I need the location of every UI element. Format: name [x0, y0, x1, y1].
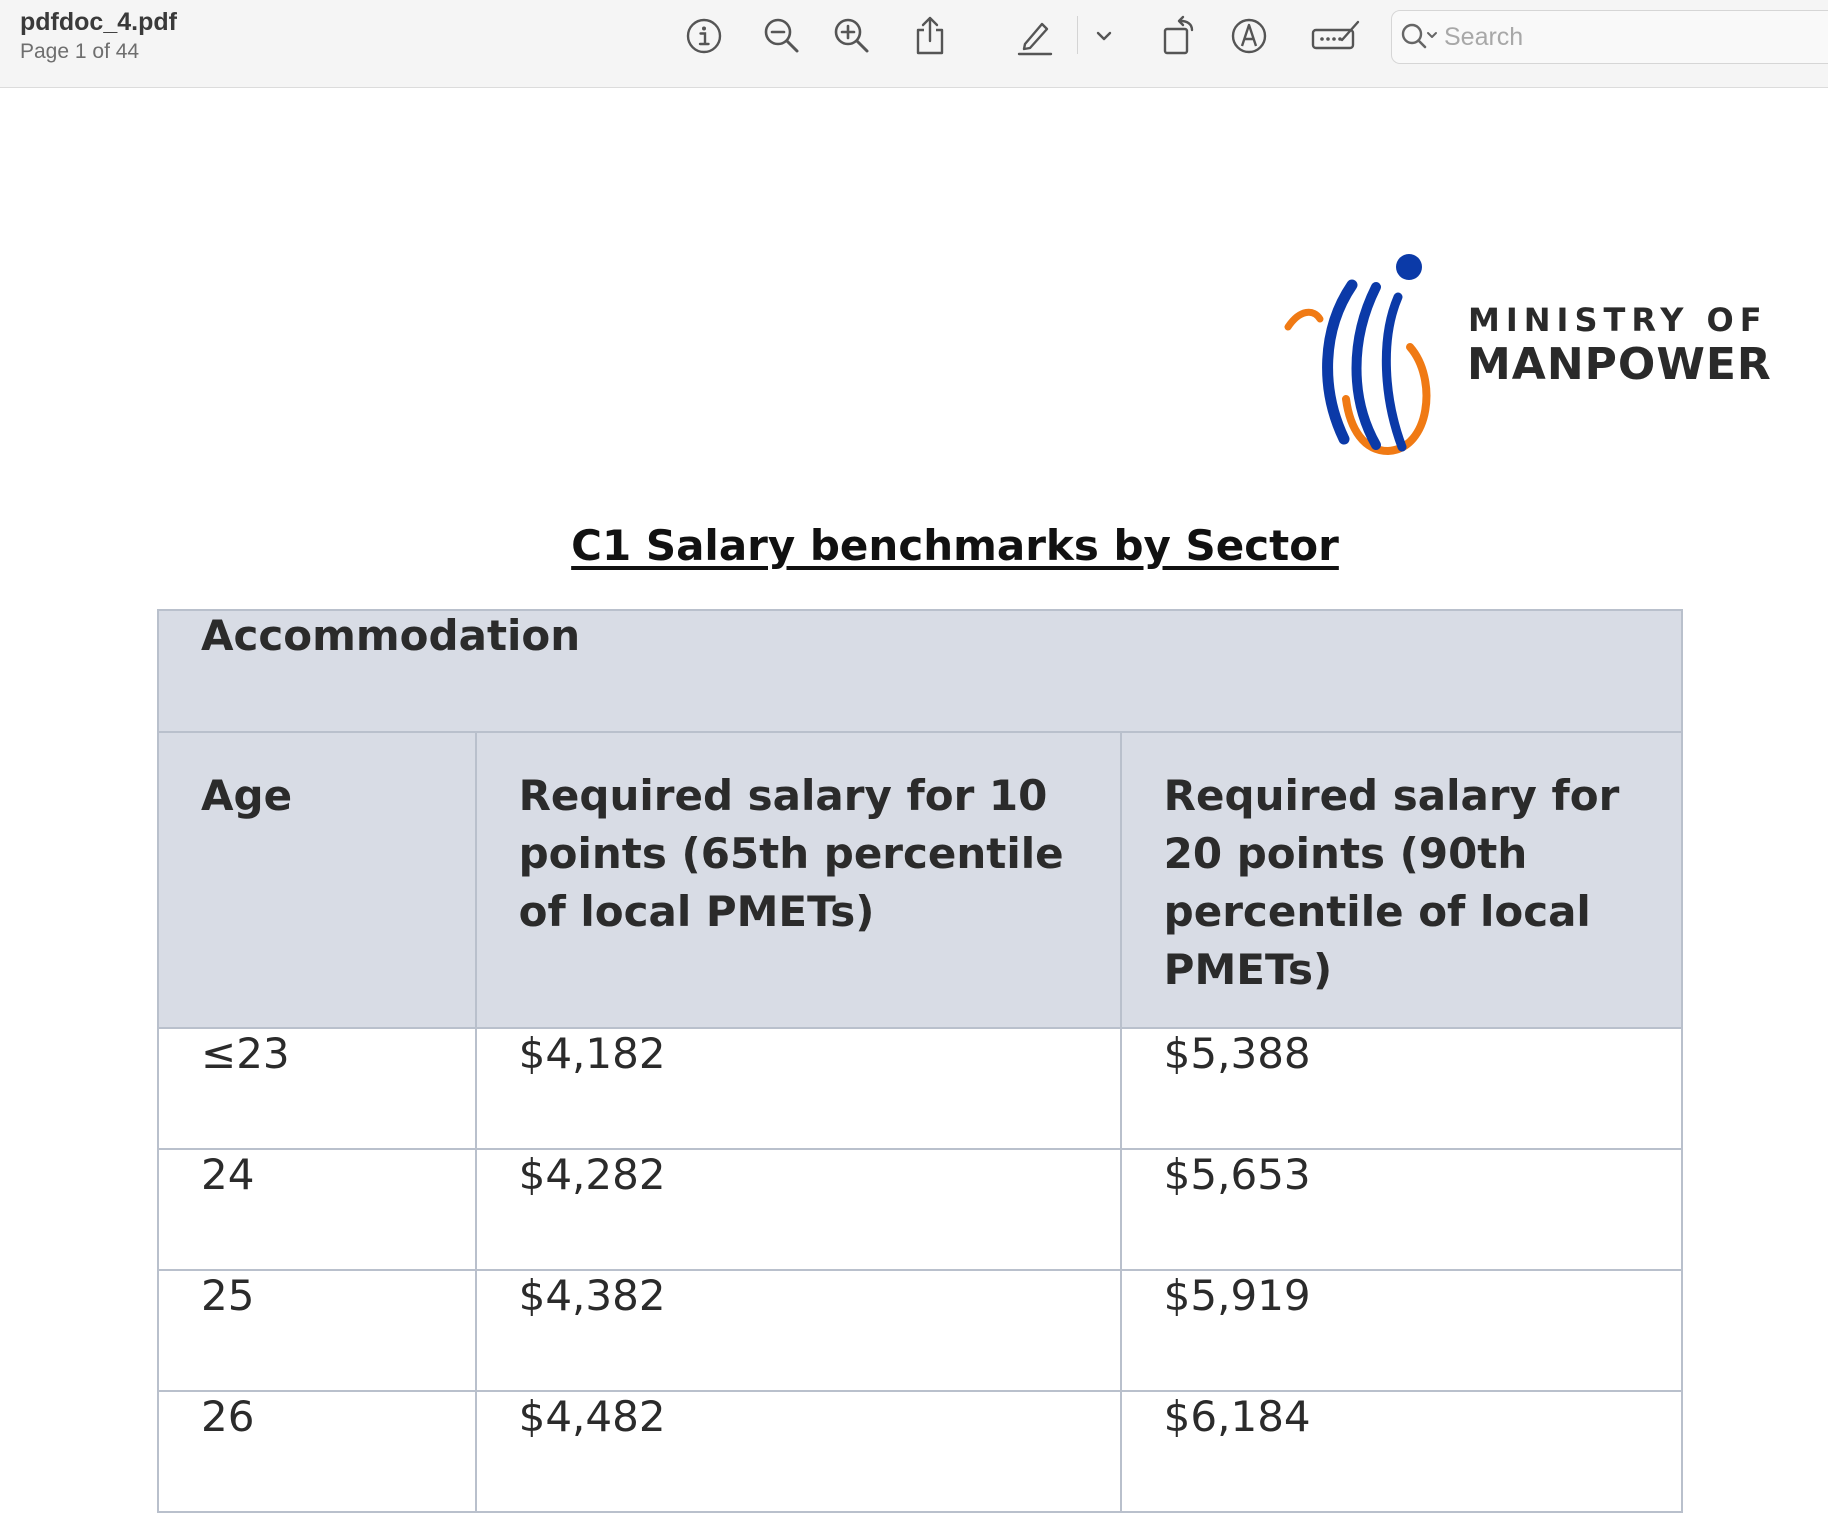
age-cell: 25: [157, 1269, 477, 1392]
table-row: ≤23 $4,182 $5,388: [157, 1027, 1684, 1150]
column-header-age: Age: [157, 731, 477, 1029]
age-cell: 26: [157, 1390, 477, 1513]
logo-text-ministry-of: MINISTRY OF: [1468, 301, 1768, 339]
logo-emblem-icon: [1284, 254, 1431, 456]
salary-90th-cell: $5,919: [1119, 1269, 1684, 1392]
ministry-of-manpower-logo: MINISTRY OF MANPOWER: [1280, 239, 1771, 489]
highlight-options-button[interactable]: [1079, 10, 1129, 62]
search-field[interactable]: [1391, 10, 1828, 64]
search-icon: [1400, 20, 1440, 54]
column-header-65th-percentile: Required salary for 10 points (65th perc…: [474, 731, 1122, 1029]
table-row: 24 $4,282 $5,653: [157, 1148, 1684, 1271]
sector-name: Accommodation: [157, 609, 1683, 733]
toolbar: pdfdoc_4.pdf Page 1 of 44: [0, 0, 1828, 88]
age-cell: 24: [157, 1148, 477, 1271]
column-header-90th-percentile: Required salary for 20 points (90th perc…: [1119, 731, 1684, 1029]
sector-header-row: Accommodation: [157, 609, 1683, 733]
share-icon: [911, 15, 949, 57]
rotate-icon: [1159, 15, 1199, 57]
table-row: 26 $4,482 $6,184: [157, 1390, 1684, 1513]
form-fill-button[interactable]: [1306, 10, 1366, 62]
document-filename: pdfdoc_4.pdf: [20, 8, 177, 36]
salary-65th-cell: $4,482: [474, 1390, 1122, 1513]
salary-benchmark-table: Accommodation Age Required salary for 10…: [157, 609, 1684, 1513]
salary-65th-cell: $4,182: [474, 1027, 1122, 1150]
info-button[interactable]: [678, 10, 730, 62]
salary-65th-cell: $4,282: [474, 1148, 1122, 1271]
salary-90th-cell: $6,184: [1119, 1390, 1684, 1513]
search-input[interactable]: [1444, 19, 1824, 55]
highlight-icon: [1015, 16, 1055, 56]
zoom-out-icon: [762, 16, 802, 56]
table-row: 25 $4,382 $5,919: [157, 1269, 1684, 1392]
toolbar-separator: [1077, 16, 1078, 54]
highlight-button[interactable]: [1009, 10, 1061, 62]
logo-text-manpower: MANPOWER: [1467, 339, 1772, 390]
form-fill-icon: [1310, 18, 1362, 54]
zoom-in-button[interactable]: [826, 10, 878, 62]
info-icon: [685, 17, 723, 55]
share-button[interactable]: [904, 10, 956, 62]
rotate-button[interactable]: [1153, 10, 1205, 62]
markup-icon: [1229, 16, 1269, 56]
salary-90th-cell: $5,653: [1119, 1148, 1684, 1271]
column-header-row: Age Required salary for 10 points (65th …: [157, 731, 1684, 1029]
zoom-in-icon: [832, 16, 872, 56]
markup-button[interactable]: [1223, 10, 1275, 62]
document-heading: C1 Salary benchmarks by Sector: [571, 521, 1339, 570]
salary-65th-cell: $4,382: [474, 1269, 1122, 1392]
age-cell: ≤23: [157, 1027, 477, 1150]
document-page: MINISTRY OF MANPOWER C1 Salary benchmark…: [0, 89, 1828, 1513]
salary-90th-cell: $5,388: [1119, 1027, 1684, 1150]
page-indicator: Page 1 of 44: [20, 40, 140, 63]
zoom-out-button[interactable]: [756, 10, 808, 62]
chevron-down-icon: [1095, 30, 1113, 42]
